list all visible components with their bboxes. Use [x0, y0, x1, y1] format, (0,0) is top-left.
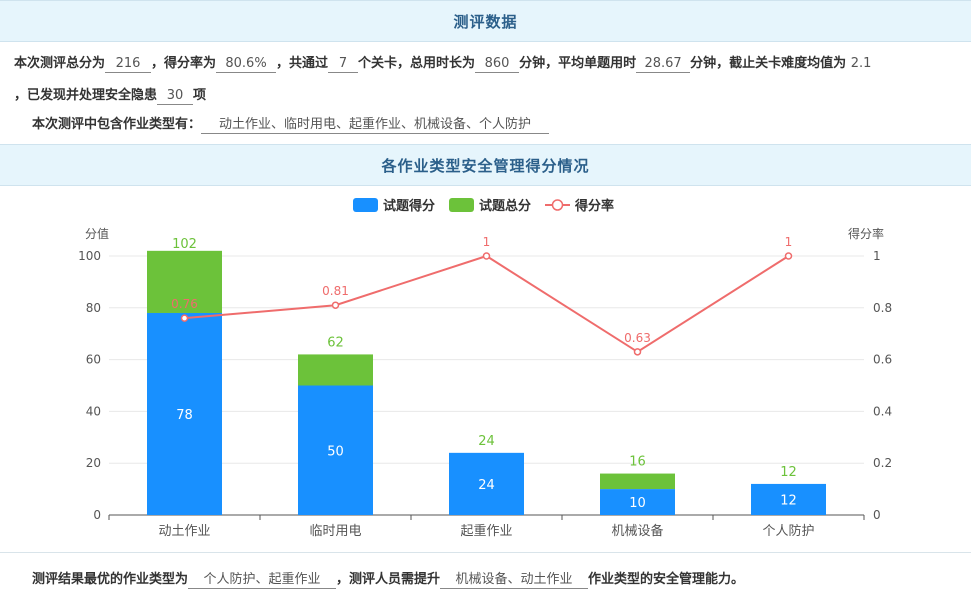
x-tick-label: 动土作业 — [158, 524, 210, 539]
y-tick-label: 80 — [86, 301, 101, 315]
bar-total-score-label: 24 — [478, 434, 495, 449]
y-right-tick-label: 0.2 — [873, 456, 892, 470]
legend-label-earned: 试题得分 — [383, 198, 435, 214]
bar-earned-score-label: 12 — [780, 493, 797, 508]
bar-earned-score — [600, 489, 675, 515]
section-header-score-by-type: 各作业类型安全管理得分情况 — [0, 144, 971, 186]
legend-swatch-total — [449, 198, 474, 212]
y-right-tick-label: 0 — [873, 508, 881, 522]
rate-point-label: 1 — [785, 235, 793, 249]
bar-earned-score — [147, 312, 222, 515]
bar-earned-score-label: 78 — [176, 408, 193, 423]
conclusion-line: 测评结果最优的作业类型为 个人防护、起重作业 ，测评人员需提升 机械设备、动土作业 作业… — [32, 568, 744, 589]
label-hazards: ，已发现并处理安全隐患 — [14, 88, 158, 103]
y-right-tick-label: 0.6 — [873, 353, 892, 367]
y-tick-label: 0 — [93, 508, 101, 522]
value-difficulty: 2.1 — [850, 56, 872, 71]
label-total-time: 个关卡，总用时长为 — [358, 56, 476, 71]
label-avg-time: 分钟，平均单题用时 — [519, 56, 637, 71]
score-chart: 0 20 40 60 80 100 0 0.2 0.4 0.6 0.8 1 分值 得分率 动土作业 临时用电起… — [0, 186, 971, 552]
summary-line-2: ，已发现并处理安全隐患 30 项 — [14, 84, 206, 105]
y-right-tick-label: 1 — [873, 249, 881, 263]
summary-line-3: 本次测评中包含作业类型有： 动土作业、临时用电、起重作业、机械设备、个人防护 — [32, 113, 550, 134]
rate-point — [331, 301, 340, 309]
rate-line — [184, 254, 790, 354]
legend-marker-rate — [551, 199, 564, 211]
legend-label-rate: 得分率 — [574, 198, 614, 214]
y-right-tick-label: 0.8 — [873, 301, 892, 315]
rate-point — [784, 252, 793, 260]
label-hazards-unit: 项 — [193, 88, 207, 103]
label-work-types: 本次测评中包含作业类型有： — [32, 117, 202, 132]
x-tick-label: 机械设备 — [611, 523, 663, 539]
bar-earned-score-label: 10 — [629, 496, 646, 511]
bar-total-score-label: 102 — [172, 237, 197, 252]
rate-point — [633, 348, 642, 356]
label-best-types: 测评结果最优的作业类型为 — [32, 572, 189, 587]
label-difficulty: 分钟，截止关卡难度均值为 — [690, 56, 847, 71]
bar-earned-score — [298, 385, 373, 515]
y-tick-label: 60 — [86, 353, 101, 367]
x-tick-label: 临时用电 — [309, 524, 361, 539]
y-tick-label: 20 — [86, 456, 101, 470]
y-tick-label: 100 — [78, 249, 101, 263]
value-hazards: 30 — [157, 87, 194, 105]
label-improve-types: ，测评人员需提升 — [336, 572, 441, 587]
x-tick-label: 个人防护 — [762, 523, 814, 539]
value-avg-time: 28.67 — [636, 55, 691, 73]
footer-divider — [0, 552, 971, 553]
bar-total-score — [298, 354, 373, 386]
rate-point-label: 0.81 — [322, 284, 349, 298]
value-score-rate: 80.6% — [216, 55, 277, 73]
y-axis-label: 分值 — [85, 226, 109, 241]
value-improve-types: 机械设备、动土作业 — [440, 571, 589, 589]
label-score-rate: ，得分率为 — [151, 56, 217, 71]
label-conclusion-suffix: 作业类型的安全管理能力。 — [588, 572, 745, 587]
score-chart-svg: 02040608010000.20.40.60.81分值 得分率动土作业 临时用电起… — [78, 198, 892, 539]
value-total-score: 216 — [105, 55, 152, 73]
bar-earned-score — [751, 483, 826, 515]
value-best-types: 个人防护、起重作业 — [188, 571, 337, 589]
y-right-tick-label: 0.4 — [873, 404, 892, 418]
bar-total-score — [147, 250, 222, 313]
bar-total-score — [600, 473, 675, 490]
y-right-axis-label: 得分率 — [848, 226, 884, 241]
rate-point — [482, 252, 491, 260]
value-levels: 7 — [328, 55, 359, 73]
legend-label-total: 试题总分 — [479, 198, 531, 214]
summary-line-1: 本次测评总分为 216 ，得分率为 80.6% ，共通过 7 个关卡，总用时长为 860 分钟，… — [14, 52, 876, 73]
rate-point-label: 1 — [483, 235, 491, 249]
bar-earned-score-label: 50 — [327, 444, 344, 459]
bar-total-score-label: 16 — [629, 455, 646, 470]
bar-total-score-label: 12 — [780, 465, 797, 480]
x-tick-label: 起重作业 — [460, 523, 512, 539]
label-total-score: 本次测评总分为 — [14, 56, 106, 71]
value-work-types: 动土作业、临时用电、起重作业、机械设备、个人防护 — [201, 116, 550, 134]
label-levels: ，共通过 — [276, 56, 329, 71]
y-tick-label: 40 — [86, 404, 101, 418]
rate-point-label: 0.76 — [171, 297, 198, 311]
section-header-evaluation-data: 测评数据 — [0, 0, 971, 42]
section-title-chart: 各作业类型安全管理得分情况 — [381, 157, 590, 175]
section-title: 测评数据 — [453, 13, 518, 31]
bar-earned-score — [449, 452, 524, 515]
bar-total-score-label: 62 — [327, 335, 344, 350]
legend-swatch-earned — [353, 198, 378, 212]
rate-point — [180, 314, 189, 322]
value-total-time: 860 — [475, 55, 520, 73]
rate-point-label: 0.63 — [624, 331, 651, 345]
bar-earned-score-label: 24 — [478, 478, 495, 493]
